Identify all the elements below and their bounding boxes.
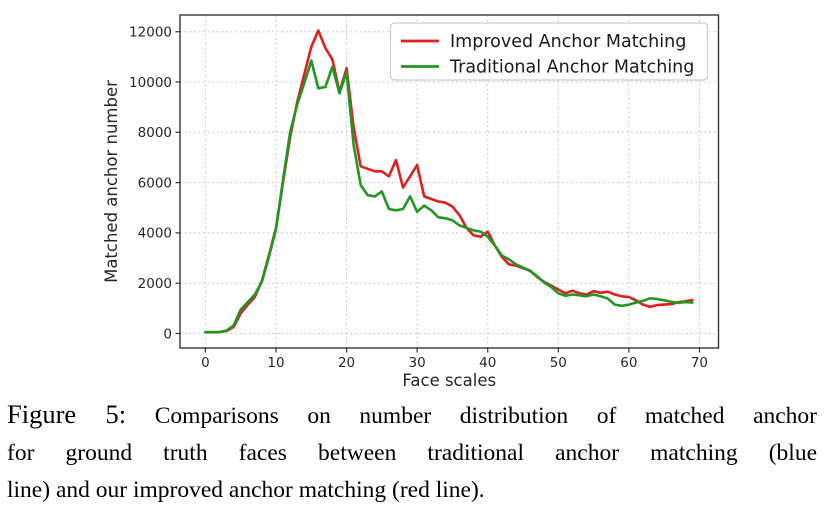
y-tick-label: 2000 xyxy=(138,276,172,292)
ticks xyxy=(175,31,701,353)
caption-text-1: Comparisons on number distribution of ma… xyxy=(154,403,818,429)
traditional-anchor-line xyxy=(204,59,694,334)
y-tick-label: 10000 xyxy=(129,75,172,91)
caption-figure-label: Figure 5: xyxy=(7,399,127,429)
x-tick-label: 40 xyxy=(479,355,496,371)
traditional-legend-label: Traditional Anchor Matching xyxy=(449,58,694,78)
x-tick-label: 60 xyxy=(620,355,637,371)
legend: Improved Anchor Matching Traditional Anch… xyxy=(389,22,709,81)
y-tick-label: 4000 xyxy=(138,226,172,242)
x-tick-label: 30 xyxy=(409,355,426,371)
anchor-matching-chart: 0 10 20 30 40 50 60 70 0 2000 4000 6000 8000 10000 120… xyxy=(102,14,720,390)
y-tick-label: 12000 xyxy=(129,25,172,41)
caption-line-1: Figure 5: Comparisons on number distribu… xyxy=(7,396,817,435)
x-tick-label: 10 xyxy=(267,355,284,371)
improved-legend-label: Improved Anchor Matching xyxy=(450,32,686,52)
chart-area: 0 10 20 30 40 50 60 70 0 2000 4000 6000 8000 10000 120… xyxy=(102,14,720,390)
x-tick-label: 70 xyxy=(691,355,708,371)
x-tick-label: 50 xyxy=(550,355,567,371)
legend-box xyxy=(389,22,709,81)
y-tick-label: 6000 xyxy=(138,175,172,191)
caption-line-2: for ground truth faces between tradition… xyxy=(7,440,817,466)
caption-line-3: line) and our improved anchor matching (… xyxy=(7,477,485,503)
figure-caption: Figure 5: Comparisons on number distribu… xyxy=(0,393,829,509)
tick-labels: 0 10 20 30 40 50 60 70 0 2000 4000 6000 8000 10000 120… xyxy=(129,25,708,371)
x-tick-label: 0 xyxy=(201,355,210,371)
x-tick-label: 20 xyxy=(338,355,355,371)
x-axis-label: Face scales xyxy=(402,371,496,390)
y-tick-label: 8000 xyxy=(138,125,172,141)
y-axis-label: Matched anchor number xyxy=(102,80,121,283)
y-tick-label: 0 xyxy=(163,326,172,342)
plot-border xyxy=(179,14,720,349)
